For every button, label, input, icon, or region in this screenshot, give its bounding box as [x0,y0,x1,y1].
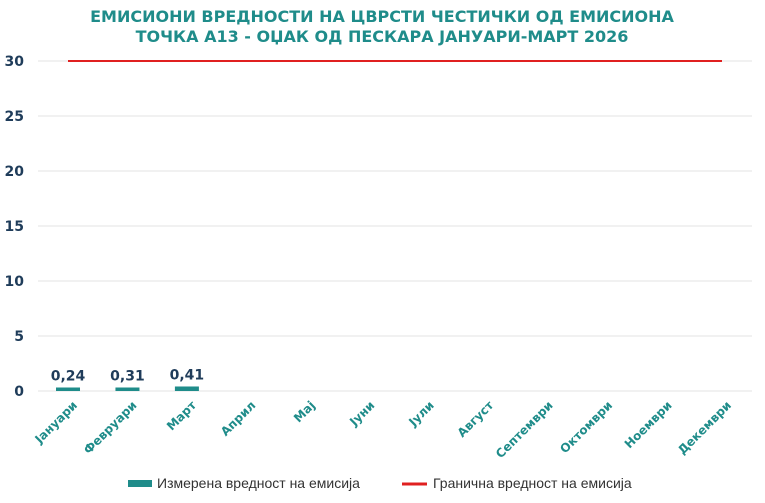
bar-Февруари [115,387,140,391]
legend-label-measured: Измерена вредност на емисија [157,475,360,491]
legend-swatch-measured [128,480,152,487]
x-tick-label: Јуни [346,398,377,429]
x-tick-label: Декември [675,398,734,457]
grid [38,60,752,392]
x-tick-label: Јануари [31,398,80,447]
x-tick-label: Октомври [557,398,615,456]
chart-title-line-2: ТОЧКА А13 - ОЏАК ОД ПЕСКАРА ЈАНУАРИ-МАРТ… [136,27,629,46]
y-tick-label: 15 [5,219,24,235]
y-axis: 0 5 10 15 20 25 30 [5,54,25,400]
x-tick-label: Ноември [622,398,675,451]
y-tick-label: 25 [5,109,24,125]
y-tick-label: 5 [14,329,24,345]
data-label: 0,24 [51,369,86,385]
x-tick-label: Февруари [81,398,140,457]
chart-title-line-1: ЕМИСИОНИ ВРЕДНОСТИ НА ЦВРСТИ ЧЕСТИЧКИ ОД… [90,7,674,26]
bar-Јануари [56,387,80,391]
chart-title: ЕМИСИОНИ ВРЕДНОСТИ НА ЦВРСТИ ЧЕСТИЧКИ ОД… [90,7,674,46]
y-tick-label: 10 [5,274,25,290]
data-label: 0,41 [170,367,205,383]
y-tick-label: 30 [5,54,25,70]
x-tick-label: Јули [405,398,436,429]
y-tick-label: 0 [14,384,24,400]
y-tick-label: 20 [5,164,25,180]
x-tick-label: Март [164,398,199,433]
x-tick-label: Септември [493,398,556,461]
x-tick-label: Мај [291,398,318,425]
legend: Измерена вредност на емисија Гранична вр… [128,475,632,491]
bar-series [56,386,199,391]
x-tick-label: Август [455,398,497,440]
x-tick-label: Април [218,398,259,439]
data-labels: 0,24 0,31 0,41 [51,367,204,384]
bar-Март [174,386,199,391]
legend-label-limit: Гранична вредност на емисија [433,475,632,491]
data-label: 0,31 [110,369,145,385]
x-axis: Јануари Февруари Март Април Мај Јуни Јули Авгус… [31,398,734,461]
